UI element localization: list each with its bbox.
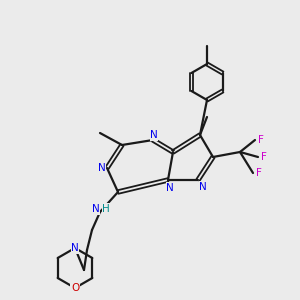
Text: N: N xyxy=(150,130,158,140)
Text: H: H xyxy=(102,204,110,214)
Text: N: N xyxy=(92,204,100,214)
Text: N: N xyxy=(166,183,174,193)
Text: F: F xyxy=(261,152,267,162)
Text: F: F xyxy=(256,168,262,178)
Text: N: N xyxy=(98,163,106,173)
Text: N: N xyxy=(199,182,207,192)
Text: F: F xyxy=(258,135,264,145)
Text: O: O xyxy=(71,283,79,293)
Text: N: N xyxy=(71,243,79,253)
